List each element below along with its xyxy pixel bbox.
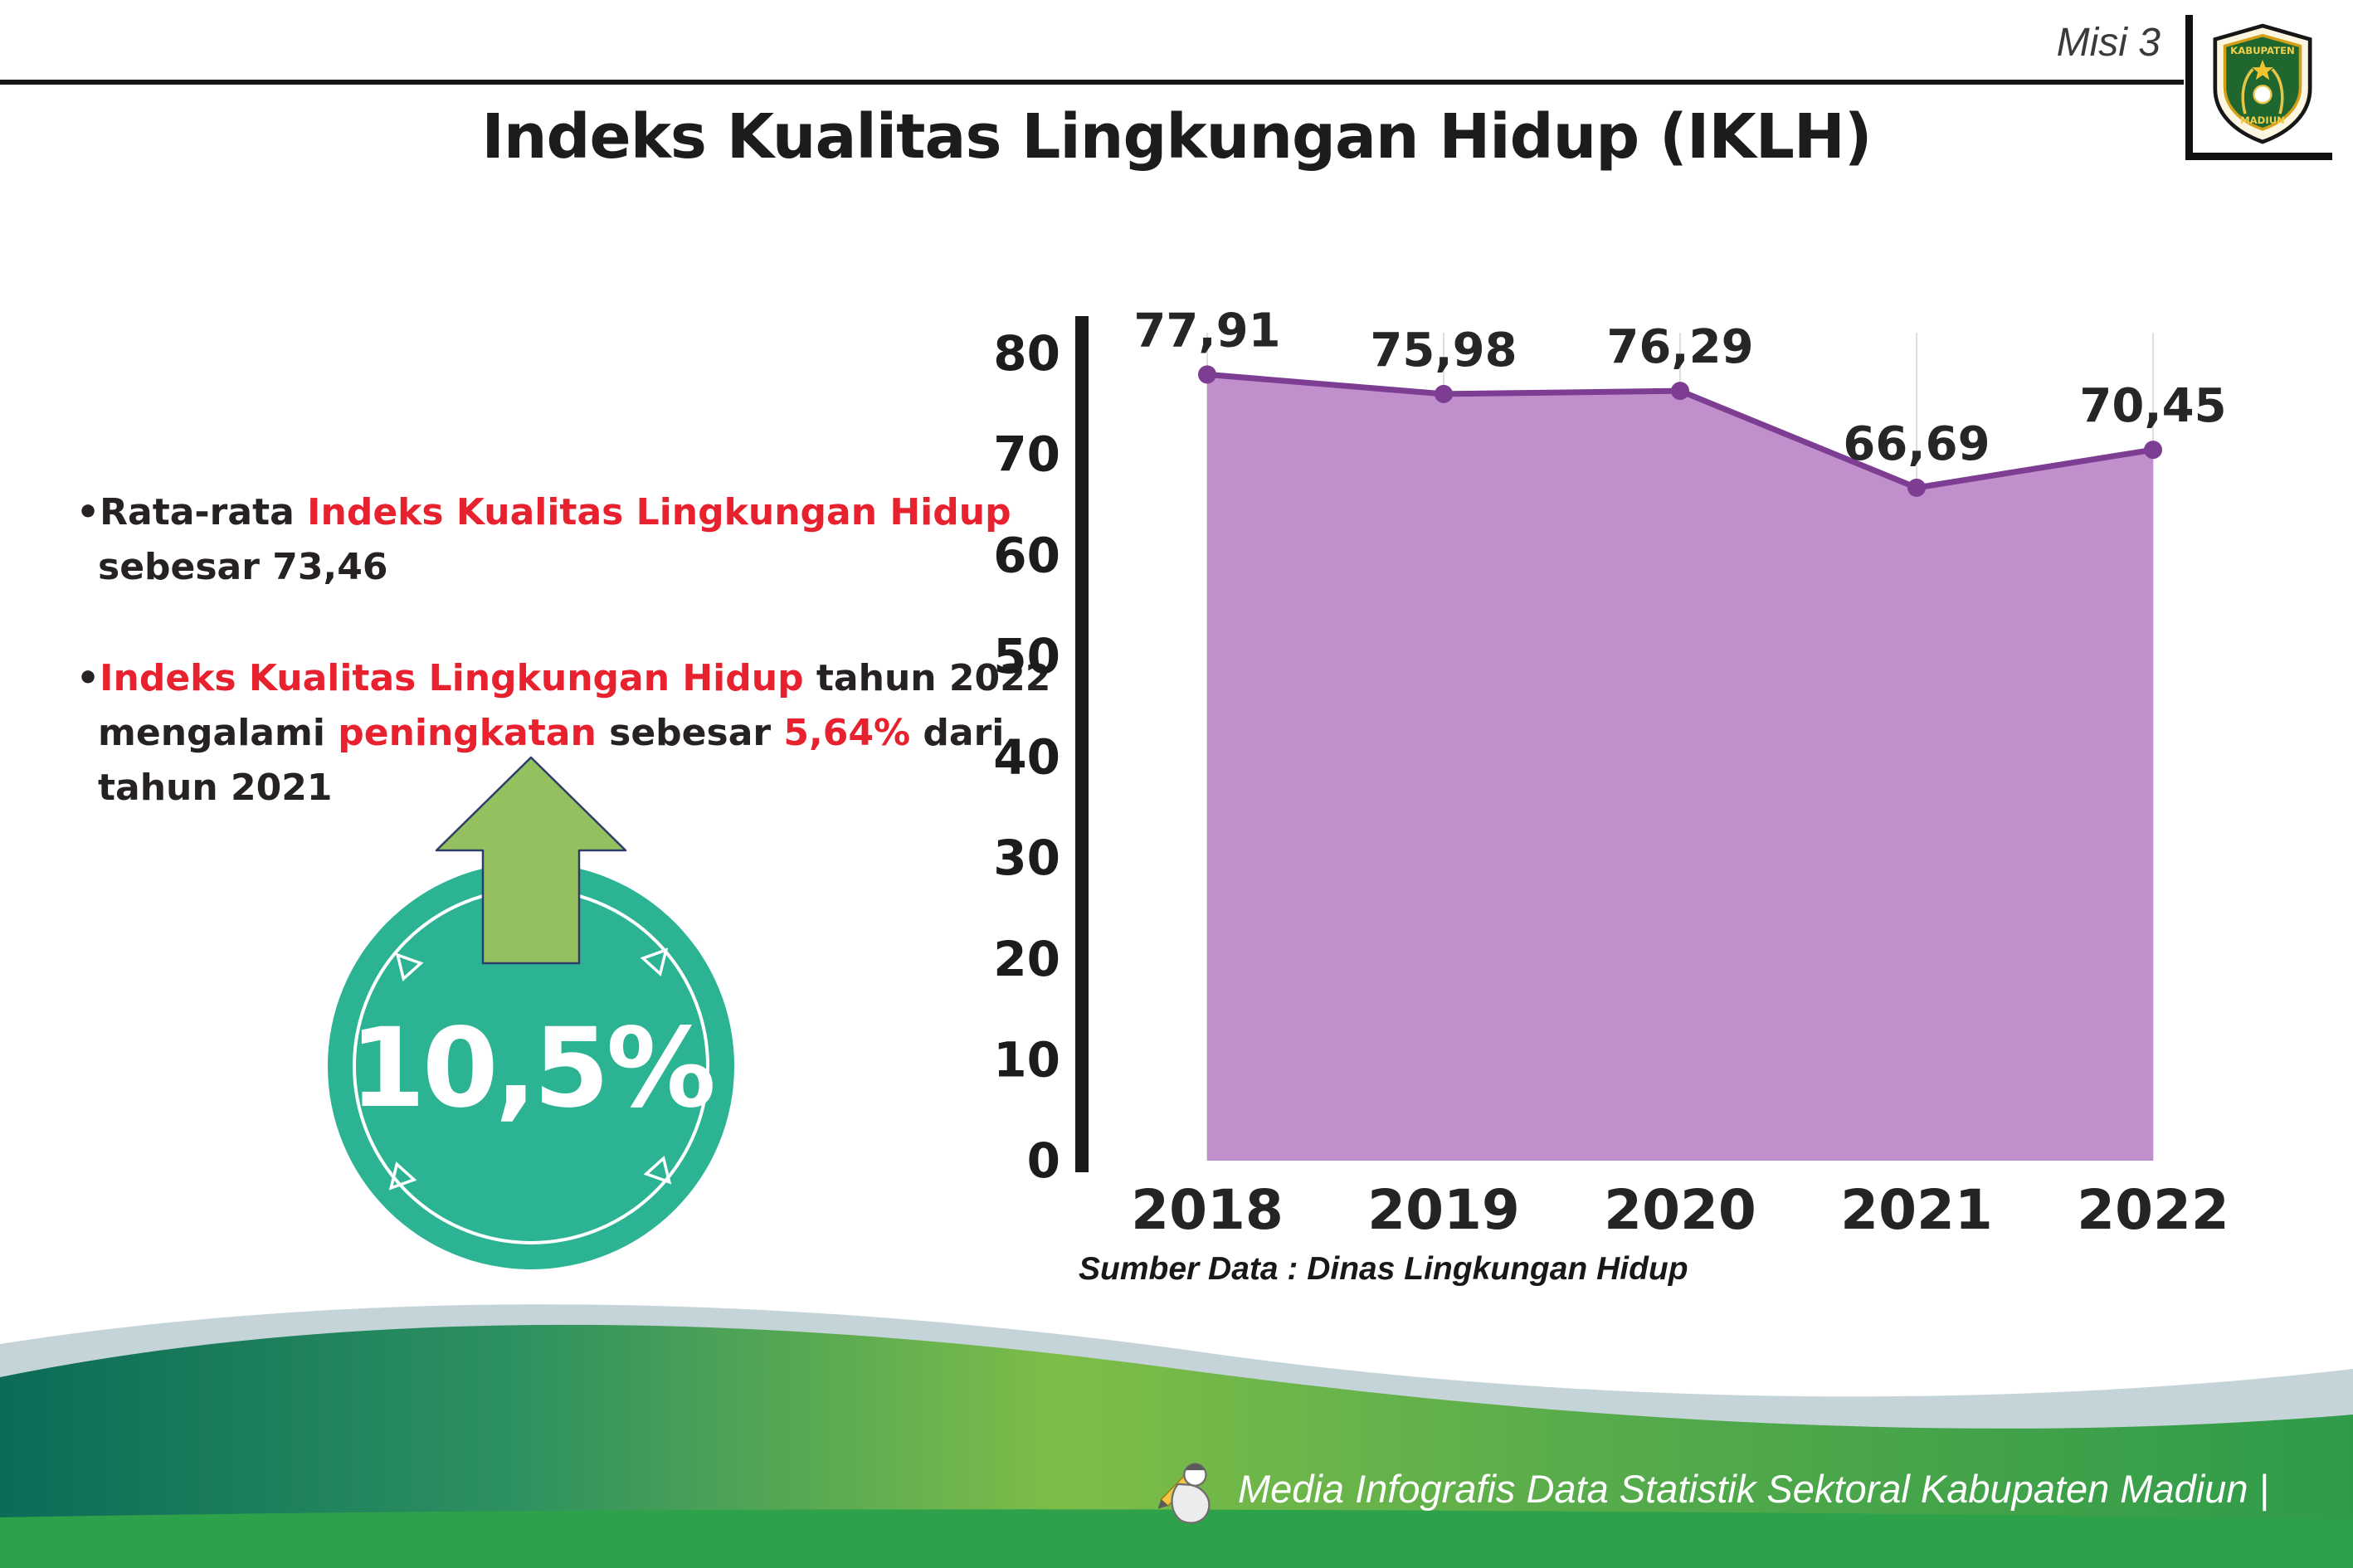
- bullet2-text-3: dari tahun 2021: [98, 712, 1005, 809]
- data-point: [1671, 382, 1689, 401]
- x-tick-label: 2022: [2077, 1178, 2229, 1242]
- logo-box: KABUPATEN MADIUN: [2185, 15, 2332, 160]
- bullet1-highlight: Indeks Kualitas Lingkungan Hidup: [307, 491, 1011, 533]
- data-point: [1907, 478, 1926, 497]
- value-label: 75,98: [1370, 324, 1517, 377]
- iklh-area-chart: 77,91 75,98 76,29 66,69 70,45 0 10 20 30 40 50 60 70…: [979, 295, 2307, 1290]
- footer-credit: Media Infografis Data Statistik Sektoral…: [1153, 1450, 2269, 1527]
- value-label: 76,29: [1606, 320, 1753, 374]
- crest-top-text: KABUPATEN: [2230, 45, 2295, 56]
- bullet2-highlight-3: 5,64%: [783, 712, 911, 754]
- y-tick-label: 80: [993, 325, 1060, 382]
- arrow-up-icon: [435, 756, 627, 965]
- value-label: 77,91: [1133, 304, 1280, 358]
- top-rule: [0, 80, 2184, 85]
- value-label: 66,69: [1843, 417, 1990, 471]
- mascot-pencil-tip: [1157, 1499, 1168, 1509]
- chart-source: Sumber Data : Dinas Lingkungan Hidup: [1079, 1251, 1688, 1287]
- crest-star-icon: [2252, 59, 2273, 80]
- summary-bullets: •Rata-rata Indeks Kualitas Lingkungan Hi…: [76, 485, 1080, 872]
- x-tick-label: 2018: [1131, 1178, 1284, 1242]
- bullet2-highlight-2: peningkatan: [338, 712, 597, 754]
- mascot-icon: [1157, 1463, 1211, 1524]
- x-tick-label: 2021: [1840, 1178, 1993, 1242]
- footer-wave-graphic: [0, 1304, 2353, 1568]
- x-tick-label: 2020: [1604, 1178, 1756, 1242]
- y-tick-label: 30: [993, 830, 1060, 886]
- y-tick-label: 20: [993, 931, 1060, 987]
- mascot-hair: [1186, 1463, 1205, 1471]
- misi-label: Misi 3: [2056, 21, 2161, 65]
- data-point: [1198, 365, 1216, 384]
- value-label: 70,45: [2079, 379, 2226, 433]
- bullet2-text-2: sebesar: [596, 712, 784, 754]
- crest-center-emblem: [2253, 85, 2273, 105]
- footer-bottom-band: [0, 1509, 2353, 1568]
- kabupaten-madiun-logo-icon: KABUPATEN MADIUN: [2213, 23, 2312, 144]
- y-tick-label: 10: [993, 1031, 1060, 1088]
- y-tick-label: 70: [993, 426, 1060, 483]
- y-tick-label: 0: [1027, 1132, 1060, 1189]
- page-title: Indeks Kualitas Lingkungan Hidup (IKLH): [481, 101, 1872, 173]
- y-tick-label: 60: [993, 527, 1060, 583]
- y-tick-label: 50: [993, 628, 1060, 684]
- x-tick-label: 2019: [1367, 1178, 1520, 1242]
- badge-triangle-accents: [388, 947, 672, 1191]
- area-fill: [1207, 374, 2153, 1161]
- crest-bottom-text: MADIUN: [2240, 114, 2285, 126]
- increase-badge: 10,5%: [328, 756, 734, 1269]
- mascot-body: [1171, 1483, 1211, 1524]
- bullet-average-iklh: •Rata-rata Indeks Kualitas Lingkungan Hi…: [76, 485, 1080, 595]
- bullet1-text: Rata-rata: [100, 491, 308, 533]
- footer-credit-text: Media Infografis Data Statistik Sektoral…: [1238, 1466, 2269, 1511]
- crest-rice-right: [2271, 68, 2284, 114]
- bullet-increase-iklh: •Indeks Kualitas Lingkungan Hidup tahun …: [76, 651, 1080, 816]
- bullet-marker: •: [76, 491, 100, 533]
- bullet2-highlight-1: Indeks Kualitas Lingkungan Hidup: [100, 657, 804, 699]
- badge-percentage: 10,5%: [349, 1005, 714, 1132]
- data-point: [1435, 384, 1453, 403]
- crest-rice-left: [2241, 68, 2254, 114]
- bullet-marker: •: [76, 657, 100, 699]
- y-tick-label: 40: [993, 729, 1060, 786]
- area-chart-svg: 77,91 75,98 76,29 66,69 70,45 0 10 20 30 40 50 60 70…: [993, 304, 2229, 1242]
- y-axis-bar: [1075, 316, 1089, 1172]
- bullet2-text-1: tahun 2022 mengalami: [98, 657, 1051, 754]
- footer-wave-green: [0, 1324, 2353, 1568]
- data-point: [2144, 441, 2162, 460]
- badge-circle: [328, 863, 734, 1269]
- bullet1-text-2: sebesar 73,46: [98, 546, 388, 588]
